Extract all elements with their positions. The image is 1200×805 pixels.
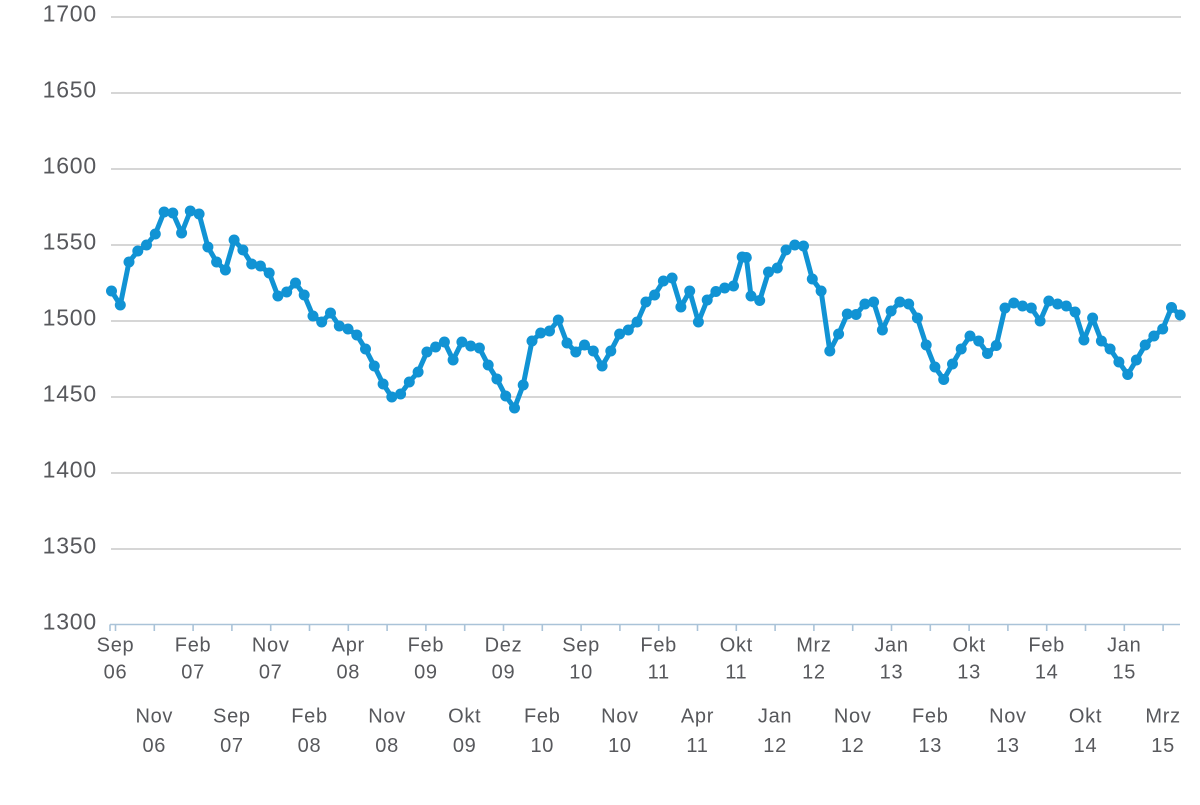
svg-text:Nov: Nov xyxy=(989,706,1027,728)
svg-text:07: 07 xyxy=(181,662,205,684)
svg-text:Jan: Jan xyxy=(758,706,792,728)
svg-text:09: 09 xyxy=(492,662,516,684)
svg-text:1550: 1550 xyxy=(43,229,97,255)
svg-text:07: 07 xyxy=(259,662,283,684)
svg-text:Jan: Jan xyxy=(1107,635,1141,657)
svg-text:15: 15 xyxy=(1151,735,1175,757)
svg-text:08: 08 xyxy=(298,735,322,757)
svg-text:Feb: Feb xyxy=(640,635,677,657)
svg-text:Nov: Nov xyxy=(252,635,290,657)
svg-text:1350: 1350 xyxy=(43,533,97,559)
svg-text:11: 11 xyxy=(686,735,708,757)
svg-text:10: 10 xyxy=(530,735,554,757)
svg-text:07: 07 xyxy=(220,735,244,757)
svg-text:14: 14 xyxy=(1035,662,1059,684)
svg-text:08: 08 xyxy=(375,735,399,757)
svg-text:09: 09 xyxy=(414,662,438,684)
svg-text:13: 13 xyxy=(880,662,904,684)
svg-text:Okt: Okt xyxy=(448,706,481,728)
svg-text:Feb: Feb xyxy=(524,706,561,728)
svg-text:Nov: Nov xyxy=(368,706,406,728)
svg-text:Dez: Dez xyxy=(485,635,523,657)
svg-text:Okt: Okt xyxy=(720,635,753,657)
svg-text:1450: 1450 xyxy=(43,381,97,407)
svg-text:Apr: Apr xyxy=(332,635,365,657)
svg-text:Feb: Feb xyxy=(175,635,212,657)
svg-text:Feb: Feb xyxy=(912,706,949,728)
svg-text:1700: 1700 xyxy=(43,1,97,27)
svg-text:09: 09 xyxy=(453,735,477,757)
svg-text:Apr: Apr xyxy=(681,706,714,728)
svg-text:12: 12 xyxy=(841,735,865,757)
svg-text:Nov: Nov xyxy=(834,706,872,728)
svg-text:11: 11 xyxy=(725,662,747,684)
svg-text:13: 13 xyxy=(957,662,981,684)
svg-text:06: 06 xyxy=(142,735,166,757)
svg-text:10: 10 xyxy=(608,735,632,757)
svg-text:13: 13 xyxy=(918,735,942,757)
svg-text:Mrz: Mrz xyxy=(1145,706,1180,728)
svg-text:06: 06 xyxy=(104,662,128,684)
svg-text:15: 15 xyxy=(1112,662,1136,684)
svg-text:Feb: Feb xyxy=(291,706,328,728)
svg-text:13: 13 xyxy=(996,735,1020,757)
svg-text:1600: 1600 xyxy=(43,153,97,179)
svg-text:1300: 1300 xyxy=(43,609,97,635)
svg-text:Mrz: Mrz xyxy=(796,635,831,657)
svg-text:Nov: Nov xyxy=(135,706,173,728)
svg-text:Sep: Sep xyxy=(97,635,135,657)
svg-text:08: 08 xyxy=(336,662,360,684)
svg-text:Okt: Okt xyxy=(1069,706,1102,728)
svg-text:11: 11 xyxy=(648,662,670,684)
svg-text:1650: 1650 xyxy=(43,77,97,103)
svg-text:12: 12 xyxy=(802,662,826,684)
svg-text:Sep: Sep xyxy=(562,635,600,657)
svg-text:10: 10 xyxy=(569,662,593,684)
svg-text:Nov: Nov xyxy=(601,706,639,728)
svg-text:Feb: Feb xyxy=(1028,635,1065,657)
svg-text:Jan: Jan xyxy=(874,635,908,657)
svg-text:1400: 1400 xyxy=(43,457,97,483)
svg-text:Sep: Sep xyxy=(213,706,251,728)
svg-text:1500: 1500 xyxy=(43,305,97,331)
svg-text:14: 14 xyxy=(1074,735,1098,757)
svg-text:12: 12 xyxy=(763,735,787,757)
svg-text:Feb: Feb xyxy=(408,635,445,657)
svg-text:Okt: Okt xyxy=(952,635,985,657)
